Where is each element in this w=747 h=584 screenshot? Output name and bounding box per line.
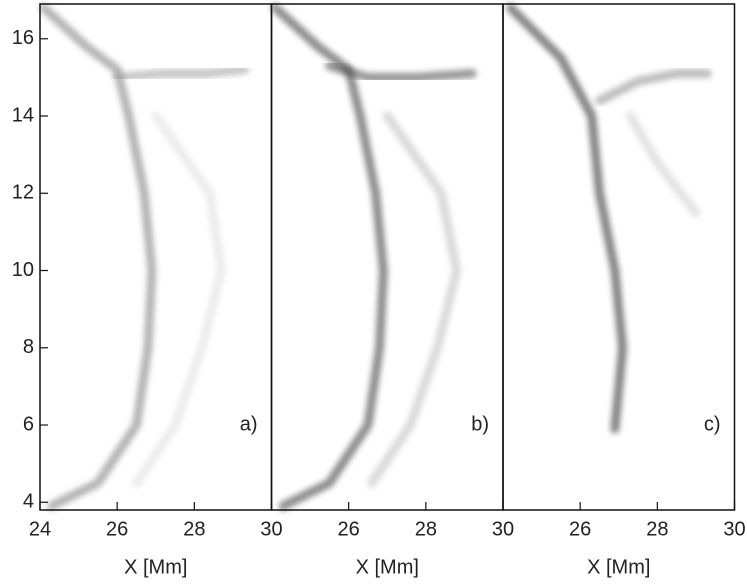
y-tick-label: 8 [23, 336, 34, 358]
panel: 4 6 8 10 12 14 16 24 26 28 30 X [Mm] a) [12, 3, 283, 578]
panel-frame [39, 3, 273, 511]
x-tick-label: 30 [492, 518, 514, 540]
x-tick-label: 28 [415, 518, 437, 540]
y-tick-label: 10 [12, 259, 34, 281]
x-tick-label: 30 [723, 518, 745, 540]
y-tick-label: 12 [12, 182, 34, 204]
density-ridge [132, 111, 226, 488]
panel-frame [502, 3, 736, 511]
x-tick-label: 28 [183, 518, 205, 540]
x-axis-label: X [Mm] [356, 556, 419, 578]
panel-label: c) [704, 413, 721, 435]
density-ridge [39, 3, 157, 511]
panel: 26 28 30 X [Mm] b) [270, 3, 514, 578]
x-tick-label: 28 [646, 518, 668, 540]
panel-label: a) [240, 413, 258, 435]
panel-label: b) [471, 413, 489, 435]
panel: 26 28 30 X [Mm] c) [502, 3, 746, 578]
density-ridge [595, 69, 712, 106]
y-tick-label: 14 [12, 104, 34, 126]
density-ridge [506, 3, 628, 434]
density-ridge [625, 111, 701, 218]
x-axis-label: X [Mm] [587, 556, 650, 578]
y-tick-label: 16 [12, 27, 34, 49]
x-tick-label: 26 [338, 518, 360, 540]
y-tick-label: 6 [23, 413, 34, 435]
x-axis-label: X [Mm] [124, 556, 187, 578]
x-tick-label: 24 [29, 518, 51, 540]
density-ridge [112, 65, 249, 82]
density-ridge [270, 3, 388, 511]
density-ridge [324, 61, 477, 82]
x-tick-label: 26 [569, 518, 591, 540]
x-tick-label: 30 [260, 518, 282, 540]
y-tick-label: 4 [23, 491, 34, 513]
x-tick-label: 26 [106, 518, 128, 540]
density-ridge [367, 111, 462, 488]
